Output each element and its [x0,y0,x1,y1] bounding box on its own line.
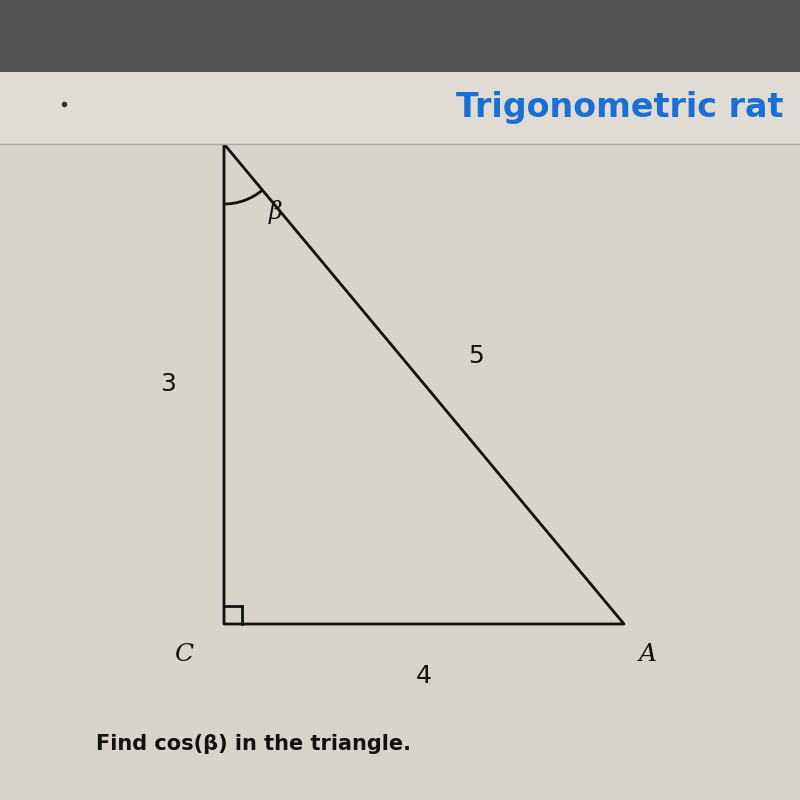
Text: Trigonometric rat: Trigonometric rat [457,91,784,125]
Bar [0,0,800,72]
Text: Find cos(β) in the triangle.: Find cos(β) in the triangle. [96,734,411,754]
Text: 5: 5 [468,344,484,368]
Text: C: C [174,643,194,666]
Text: 4: 4 [416,664,432,688]
Text: 3: 3 [160,372,176,396]
Text: β: β [269,200,283,224]
Text: B: B [183,105,201,127]
Bar [0,72,800,144]
Text: A: A [639,643,657,666]
